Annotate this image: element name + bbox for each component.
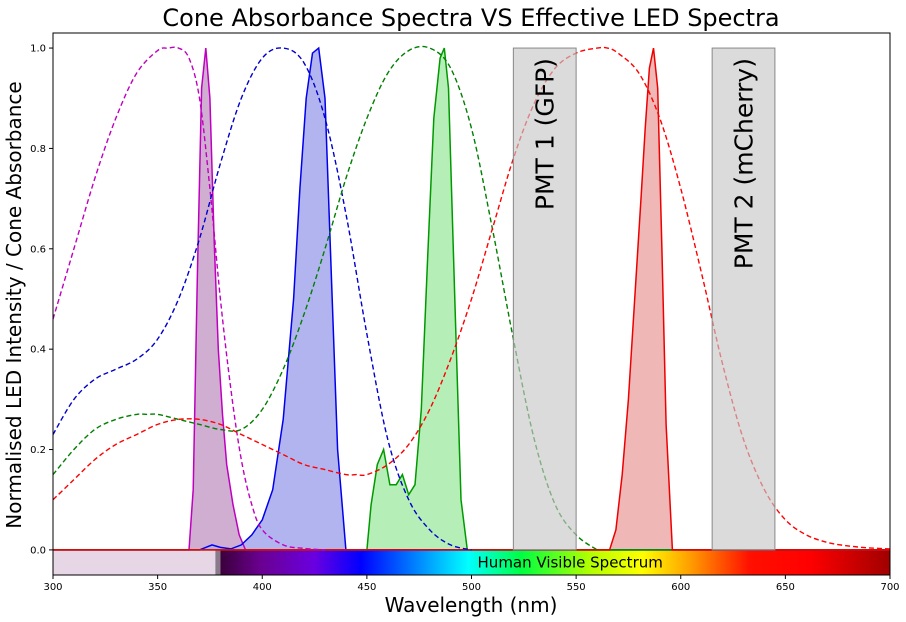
uv-bar xyxy=(53,549,221,575)
cone-curve-3 xyxy=(53,46,890,550)
y-tick-label: 1.0 xyxy=(30,44,46,55)
x-axis: 300 350 400 450 500 550 600 650 700 xyxy=(43,575,900,593)
pmt-label-2: PMT 2 (mCherry) xyxy=(730,58,759,269)
cone-curve-2 xyxy=(53,45,598,551)
x-axis-title: Wavelength (nm) xyxy=(385,593,558,617)
cone-lines xyxy=(53,45,890,551)
x-tick-label: 700 xyxy=(880,582,899,593)
led-line-2 xyxy=(53,47,890,551)
x-tick-label: 650 xyxy=(776,582,795,593)
y-tick-label: 0.2 xyxy=(30,445,46,456)
pmt-band-2 xyxy=(711,47,776,551)
y-tick-label: 0.6 xyxy=(30,244,46,255)
background-bands: Human Visible Spectrum xyxy=(53,549,890,575)
y-axis-title: Normalised LED Intensity / Cone Absorban… xyxy=(2,81,26,528)
plot-area: Human Visible Spectrum PMT 1 (GFP) PMT 2 … xyxy=(30,32,900,593)
x-tick-label: 550 xyxy=(567,582,586,593)
led-line-0 xyxy=(53,48,890,551)
pmt-bands: PMT 1 (GFP) PMT 2 (mCherry) xyxy=(512,47,776,551)
cone-curve-0 xyxy=(53,46,326,551)
led-line-3 xyxy=(53,47,890,551)
visible-spectrum-label: Human Visible Spectrum xyxy=(478,553,663,571)
chart-title: Cone Absorbance Spectra VS Effective LED… xyxy=(162,4,779,32)
pmt-band-1 xyxy=(512,47,577,551)
led-lines xyxy=(53,46,890,551)
y-tick-label: 0.4 xyxy=(30,345,46,356)
x-tick-label: 450 xyxy=(357,582,376,593)
visible-spectrum-bar xyxy=(220,549,890,575)
spectrum-edge xyxy=(215,549,221,575)
y-tick-label: 0.0 xyxy=(30,545,46,556)
x-tick-label: 600 xyxy=(671,582,690,593)
x-tick-label: 350 xyxy=(148,582,167,593)
cone-curve-1 xyxy=(53,47,472,551)
pmt-label-1: PMT 1 (GFP) xyxy=(531,58,560,210)
y-tick-label: 0.8 xyxy=(30,144,46,155)
led-line-1 xyxy=(53,46,890,551)
x-tick-label: 400 xyxy=(253,582,272,593)
x-tick-label: 300 xyxy=(43,582,62,593)
x-tick-label: 500 xyxy=(462,582,481,593)
y-axis: 0.0 0.2 0.4 0.6 0.8 1.0 xyxy=(30,44,53,556)
